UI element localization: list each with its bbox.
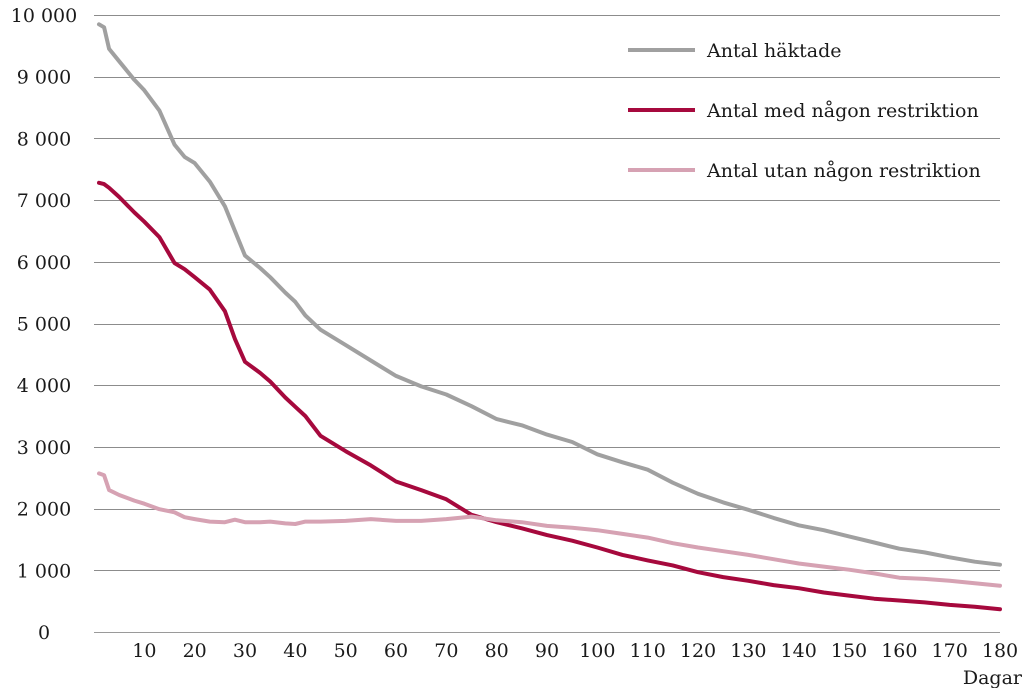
y-tick-label: 9 000 (17, 67, 71, 89)
x-tick-label: 10 (132, 640, 156, 662)
series-line-2 (97, 180, 1002, 612)
legend-label: Antal häktade (706, 40, 841, 62)
y-tick-label: 10 000 (11, 5, 77, 27)
x-tick-label: 90 (535, 640, 559, 662)
y-axis-tick-labels: 0 1 000 2 000 3 000 4 000 5 000 6 000 7 000 8 00… (11, 5, 77, 644)
y-tick-label: 0 (38, 622, 50, 644)
x-tick-label: 170 (932, 640, 968, 662)
x-tick-label: 150 (831, 640, 867, 662)
y-tick-label: 6 000 (17, 252, 71, 274)
x-tick-label: 40 (283, 640, 307, 662)
x-tick-label: 80 (485, 640, 509, 662)
x-tick-label: 180 (982, 640, 1018, 662)
y-tick-label: 8 000 (17, 128, 71, 150)
legend: Antal häktade Antal med någon restriktion… (628, 40, 981, 182)
x-tick-label: 110 (630, 640, 666, 662)
x-axis-tick-labels: 10 20 30 40 50 60 70 80 90 100 110 120 130 140 150 160 1… (132, 640, 1018, 662)
series-layer (97, 22, 1002, 612)
x-tick-label: 60 (384, 640, 408, 662)
legend-label: Antal utan någon restriktion (706, 160, 981, 182)
y-tick-label: 7 000 (17, 190, 71, 212)
x-tick-label: 130 (730, 640, 766, 662)
legend-label: Antal med någon restriktion (706, 100, 979, 122)
x-tick-label: 70 (434, 640, 458, 662)
gridlines (94, 15, 1000, 571)
x-tick-label: 20 (183, 640, 207, 662)
y-tick-label: 3 000 (17, 437, 71, 459)
y-tick-label: 1 000 (17, 560, 71, 582)
x-tick-label: 50 (334, 640, 358, 662)
series-line-3 (97, 471, 1002, 588)
series-line-1 (97, 22, 1002, 567)
y-tick-label: 5 000 (17, 314, 71, 336)
x-tick-label: 120 (680, 640, 716, 662)
y-tick-label: 4 000 (17, 375, 71, 397)
x-axis-label: Dagar (963, 667, 1023, 688)
x-tick-label: 160 (881, 640, 917, 662)
x-tick-label: 140 (781, 640, 817, 662)
x-tick-label: 30 (233, 640, 257, 662)
y-tick-label: 2 000 (17, 499, 71, 521)
x-tick-label: 100 (579, 640, 615, 662)
